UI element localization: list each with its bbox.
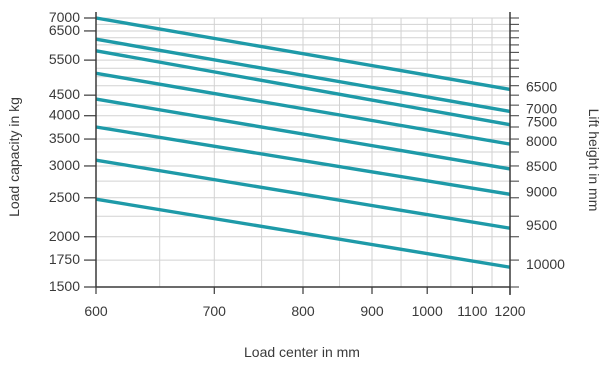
series-line-9500: [95, 158, 511, 230]
lift-height-label: 7500: [526, 114, 557, 130]
x-tick-label: 1100: [457, 303, 487, 319]
series-line-8500: [95, 97, 511, 171]
lift-height-label: 6500: [526, 78, 557, 94]
lift-height-label: 9500: [526, 217, 557, 233]
x-tick-label: 900: [360, 303, 384, 319]
series-line-7000: [95, 37, 511, 114]
y-tick-label: 5500: [49, 51, 80, 67]
lift-height-label: 8000: [526, 133, 557, 149]
series-line-9000: [95, 125, 511, 196]
x-tick-label: 1000: [412, 303, 443, 319]
tick-layer: 600 700 800 900 1000 1100 1200 1500 1750 2000 2500…: [49, 9, 565, 319]
left-y-axis-title: Load capacity in kg: [6, 97, 22, 217]
grid-layer: [95, 17, 511, 288]
y-tick-label: 6500: [49, 22, 80, 38]
lift-height-label: 8500: [526, 158, 557, 174]
y-tick-label: 1500: [49, 278, 80, 294]
x-tick-label: 700: [203, 303, 227, 319]
y-tick-label: 1750: [49, 251, 80, 267]
series-line-8000: [95, 71, 511, 146]
y-tick-label: 7000: [49, 9, 80, 25]
y-tick-label: 2500: [49, 189, 80, 205]
x-tick-label: 600: [84, 303, 108, 319]
x-tick-label: 1200: [494, 303, 525, 319]
x-axis-title: Load center in mm: [244, 344, 360, 360]
series-line-10000: [95, 197, 511, 269]
right-y-axis-title: Lift height in mm: [586, 109, 602, 212]
lift-height-label: 7000: [526, 100, 557, 116]
y-tick-label: 4500: [49, 86, 80, 102]
y-tick-label: 4000: [49, 107, 80, 123]
y-tick-label: 2000: [49, 228, 80, 244]
lift-height-label: 9000: [526, 183, 557, 199]
series-line-6500: [95, 16, 511, 92]
series-line-7500: [95, 49, 511, 127]
y-tick-label: 3000: [49, 157, 80, 173]
series-layer: [95, 16, 511, 269]
x-tick-label: 800: [291, 303, 315, 319]
lift-height-label: 10000: [526, 256, 565, 272]
y-tick-label: 3500: [49, 130, 80, 146]
